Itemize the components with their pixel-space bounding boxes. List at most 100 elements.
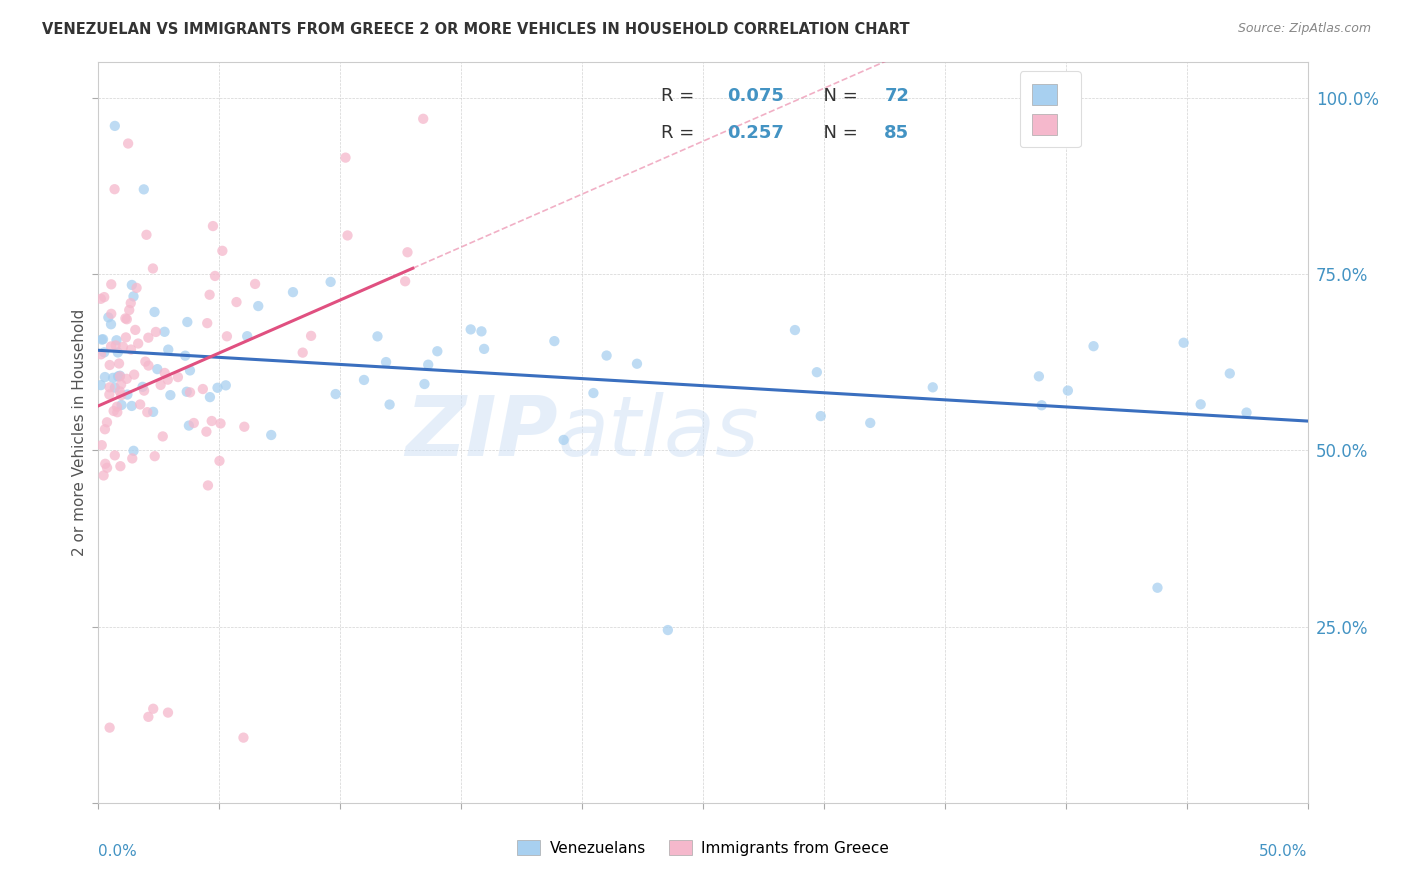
Point [225, 295, 247, 310]
Point [281, 285, 304, 300]
Y-axis label: 2 or more Vehicles in Household: 2 or more Vehicles in Household [72, 309, 87, 557]
Point [122, 443, 145, 458]
Point [108, 369, 131, 384]
Point [1189, 397, 1212, 411]
Point [159, 388, 181, 402]
Point [176, 315, 198, 329]
Point [195, 316, 218, 330]
Point [100, 307, 122, 321]
Point [103, 182, 125, 196]
Point [582, 386, 605, 401]
Point [104, 119, 127, 133]
Point [90, 378, 112, 392]
Text: 0.0%: 0.0% [98, 844, 138, 858]
Text: VENEZUELAN VS IMMIGRANTS FROM GREECE 2 OR MORE VEHICLES IN HOUSEHOLD CORRELATION: VENEZUELAN VS IMMIGRANTS FROM GREECE 2 O… [42, 22, 910, 37]
Point [138, 359, 160, 373]
Point [112, 340, 135, 354]
Point [319, 275, 342, 289]
Point [806, 365, 828, 379]
Point [121, 399, 143, 413]
Point [129, 397, 152, 411]
Point [783, 323, 806, 337]
Point [1028, 369, 1050, 384]
Point [138, 331, 160, 345]
Point [90, 438, 112, 452]
Point [176, 384, 198, 399]
Point [145, 325, 167, 339]
Point [232, 731, 254, 745]
Point [183, 416, 205, 430]
Point [97, 310, 120, 325]
Point [378, 398, 401, 412]
Text: 0.257: 0.257 [727, 124, 785, 142]
Point [208, 454, 231, 468]
Point [142, 702, 165, 716]
Point [209, 417, 232, 431]
Point [177, 418, 200, 433]
Text: 85: 85 [884, 124, 910, 142]
Point [543, 334, 565, 348]
Point [105, 333, 128, 347]
Point [108, 357, 131, 371]
Point [94, 422, 117, 436]
Point [143, 449, 166, 463]
Point [157, 343, 180, 357]
Point [595, 349, 617, 363]
Point [114, 311, 136, 326]
Point [233, 419, 256, 434]
Point [335, 151, 357, 165]
Text: 50.0%: 50.0% [1260, 844, 1308, 858]
Point [460, 322, 482, 336]
Point [553, 433, 575, 447]
Point [472, 342, 495, 356]
Point [131, 380, 153, 394]
Point [1236, 405, 1258, 419]
Point [247, 299, 270, 313]
Point [1057, 384, 1080, 398]
Point [418, 358, 440, 372]
Point [153, 325, 176, 339]
Point [117, 387, 139, 401]
Point [167, 370, 190, 384]
Point [179, 385, 201, 400]
Point [201, 414, 224, 428]
Point [413, 377, 436, 392]
Point [394, 274, 416, 288]
Point [134, 354, 156, 368]
Point [104, 381, 127, 395]
Point [136, 405, 159, 419]
Point [132, 182, 155, 196]
Point [110, 377, 132, 392]
Text: 0.075: 0.075 [727, 87, 785, 104]
Point [122, 368, 145, 382]
Text: N =: N = [811, 124, 863, 142]
Point [120, 296, 142, 310]
Point [207, 381, 229, 395]
Point [201, 219, 224, 233]
Point [115, 330, 138, 344]
Point [146, 362, 169, 376]
Point [291, 345, 314, 359]
Point [98, 380, 121, 394]
Point [198, 390, 221, 404]
Point [98, 721, 121, 735]
Point [93, 468, 115, 483]
Point [149, 378, 172, 392]
Point [125, 281, 148, 295]
Point [93, 290, 115, 304]
Point [211, 244, 233, 258]
Point [215, 378, 238, 392]
Point [143, 305, 166, 319]
Point [1219, 367, 1241, 381]
Point [198, 287, 221, 301]
Point [353, 373, 375, 387]
Point [396, 245, 419, 260]
Point [412, 112, 434, 126]
Point [90, 333, 112, 347]
Point [1083, 339, 1105, 353]
Text: atlas: atlas [558, 392, 759, 473]
Point [122, 289, 145, 303]
Point [104, 448, 127, 462]
Point [110, 388, 132, 402]
Point [810, 409, 832, 423]
